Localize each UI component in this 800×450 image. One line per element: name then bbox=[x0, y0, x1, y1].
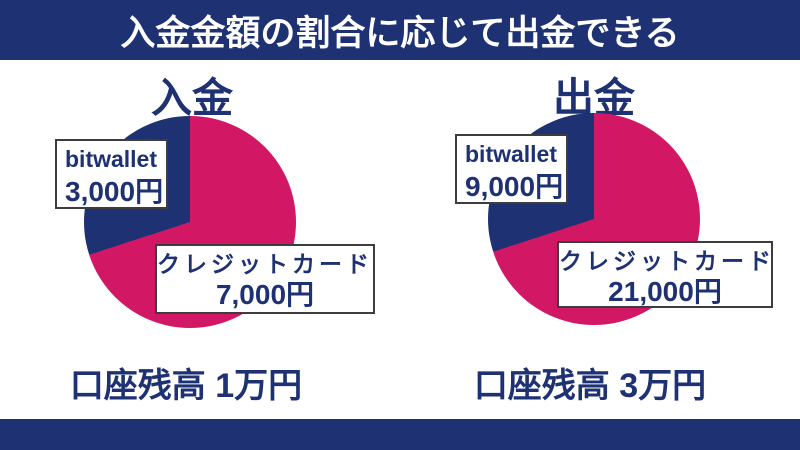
footer-bar bbox=[0, 419, 800, 450]
deposit-credit-card-label-box: クレジットカード 7,000円 bbox=[155, 244, 375, 314]
withdrawal-credit-card-amount: 21,000円 bbox=[608, 276, 722, 307]
withdrawal-bitwallet-name: bitwallet bbox=[465, 141, 558, 167]
deposit-bitwallet-name: bitwallet bbox=[65, 146, 158, 172]
deposit-credit-card-amount: 7,000円 bbox=[215, 279, 315, 310]
deposit-bitwallet-amount: 3,000円 bbox=[65, 176, 164, 207]
title-banner: 入金金額の割合に応じて出金できる bbox=[0, 0, 800, 60]
withdrawal-credit-card-name: クレジットカード bbox=[559, 248, 775, 274]
deposit-credit-card-name: クレジットカード bbox=[157, 251, 373, 277]
deposit-balance-label: 口座残高 1万円 bbox=[69, 367, 303, 405]
deposit-bitwallet-label-box: bitwallet 3,000円 bbox=[55, 139, 168, 209]
withdrawal-bitwallet-amount: 9,000円 bbox=[465, 171, 564, 202]
withdrawal-balance-label: 口座残高 3万円 bbox=[473, 367, 707, 405]
withdrawal-credit-card-label-box: クレジットカード 21,000円 bbox=[557, 241, 773, 308]
deposit-heading: 入金 bbox=[151, 75, 233, 121]
page-title: 入金金額の割合に応じて出金できる bbox=[120, 13, 680, 53]
withdrawal-bitwallet-label-box: bitwallet 9,000円 bbox=[455, 134, 568, 204]
